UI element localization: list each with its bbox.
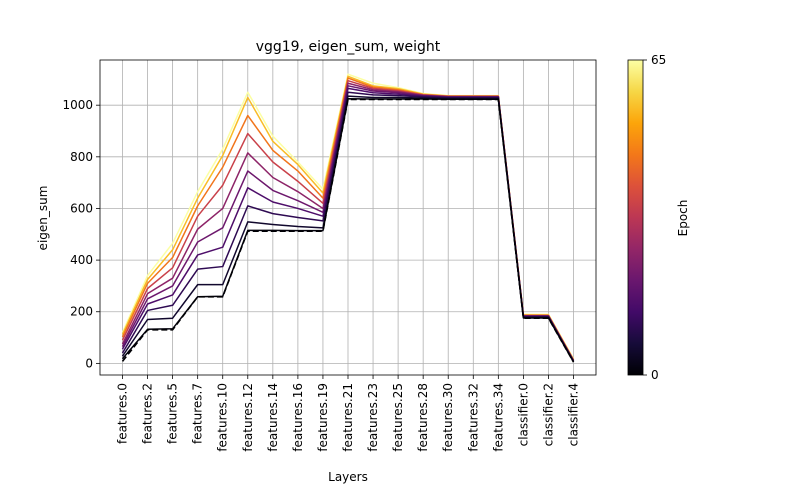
y-tick-label: 800 xyxy=(70,150,93,164)
y-tick-label: 1000 xyxy=(62,98,93,112)
colorbar-label: Epoch xyxy=(676,200,690,237)
x-tick-label: features.7 xyxy=(191,383,205,444)
series-line-epoch-0 xyxy=(121,98,575,363)
x-tick-label: classifier.0 xyxy=(516,383,530,446)
x-tick-label: features.14 xyxy=(266,383,280,452)
x-tick-label: features.2 xyxy=(141,383,155,444)
colorbar xyxy=(627,59,644,376)
x-tick-label: features.28 xyxy=(416,383,430,452)
x-tick-label: features.32 xyxy=(466,383,480,452)
series-lines xyxy=(121,73,575,363)
x-tick-label: features.10 xyxy=(216,383,230,452)
x-axis-label: Layers xyxy=(328,470,368,484)
chart-title: vgg19, eigen_sum, weight xyxy=(256,39,441,55)
y-tick-label: 0 xyxy=(85,356,93,370)
x-tick-label: features.34 xyxy=(491,383,505,452)
x-axis-ticks: features.0 features.2 features.5 features.7… xyxy=(116,375,581,452)
series-line-epoch-10 xyxy=(121,91,575,362)
y-tick-label: 200 xyxy=(70,305,93,319)
series-line-epoch-5 xyxy=(121,95,575,362)
x-tick-label: features.0 xyxy=(116,383,130,444)
y-tick-label: 400 xyxy=(70,253,93,267)
x-tick-label: features.5 xyxy=(166,383,180,444)
x-tick-label: features.16 xyxy=(291,383,305,452)
colorbar-min-label: 0 xyxy=(651,368,659,382)
colorbar-max-label: 65 xyxy=(651,53,666,67)
y-tick-label: 600 xyxy=(70,201,93,215)
x-tick-label: features.12 xyxy=(241,383,255,452)
y-axis-ticks: 0 200 400 600 800 1000 xyxy=(62,98,100,370)
x-tick-label: features.23 xyxy=(366,383,380,452)
y-axis-label: eigen_sum xyxy=(36,186,50,251)
x-tick-label: classifier.2 xyxy=(541,383,555,446)
x-tick-label: features.30 xyxy=(441,383,455,452)
x-tick-label: features.19 xyxy=(316,383,330,452)
x-tick-label: features.21 xyxy=(341,383,355,452)
x-tick-label: features.25 xyxy=(391,383,405,452)
x-tick-label: classifier.4 xyxy=(567,383,581,446)
grid xyxy=(100,60,596,375)
